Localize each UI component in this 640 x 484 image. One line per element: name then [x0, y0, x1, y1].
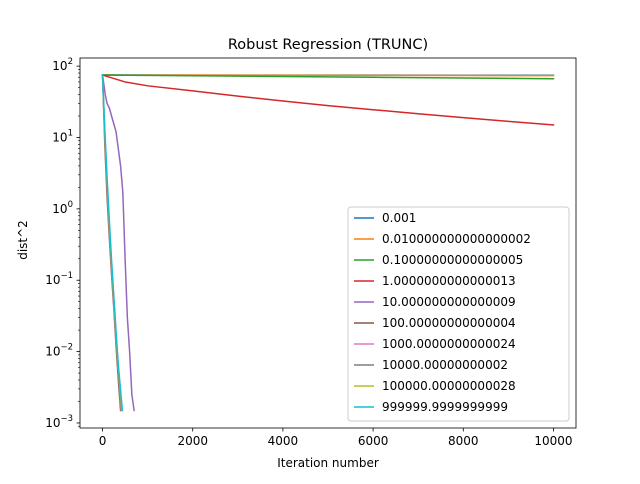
- x-tick-label: 8000: [448, 434, 479, 448]
- y-tick-base: 10: [45, 345, 60, 359]
- x-tick-label: 0: [99, 434, 107, 448]
- y-tick-exponent: −1: [60, 271, 73, 281]
- x-tick-label: 2000: [177, 434, 208, 448]
- legend-label-1: 0.010000000000000002: [382, 232, 531, 246]
- y-tick-exponent: 1: [68, 128, 73, 138]
- legend-label-3: 1.0000000000000013: [382, 274, 516, 288]
- y-tick-exponent: −3: [60, 414, 73, 424]
- y-tick-exponent: −2: [60, 343, 73, 353]
- y-tick-base: 10: [45, 416, 60, 430]
- legend-label-4: 10.000000000000009: [382, 295, 516, 309]
- y-axis-label: dist^2: [16, 220, 30, 260]
- y-tick-base: 10: [52, 130, 67, 144]
- legend-label-9: 999999.9999999999: [382, 400, 508, 414]
- y-tick-exponent: 0: [68, 200, 73, 210]
- y-tick-exponent: 2: [68, 57, 73, 67]
- x-axis-label: Iteration number: [277, 456, 379, 470]
- x-tick-label: 10000: [534, 434, 572, 448]
- legend: 0.001 0.010000000000000002 0.1000000000000…: [348, 207, 569, 421]
- y-tick-base: 10: [52, 59, 67, 73]
- legend-label-8: 100000.00000000028: [382, 379, 516, 393]
- legend-label-5: 100.00000000000004: [382, 316, 516, 330]
- chart-title: Robust Regression (TRUNC): [228, 37, 428, 53]
- y-tick-base: 10: [45, 273, 60, 287]
- y-tick-base: 10: [52, 202, 67, 216]
- legend-label-2: 0.10000000000000005: [382, 253, 523, 267]
- legend-label-6: 1000.0000000000024: [382, 337, 516, 351]
- legend-label-0: 0.001: [382, 211, 416, 225]
- x-tick-label: 6000: [358, 434, 389, 448]
- legend-label-7: 10000.00000000002: [382, 358, 508, 372]
- x-tick-label: 4000: [268, 434, 299, 448]
